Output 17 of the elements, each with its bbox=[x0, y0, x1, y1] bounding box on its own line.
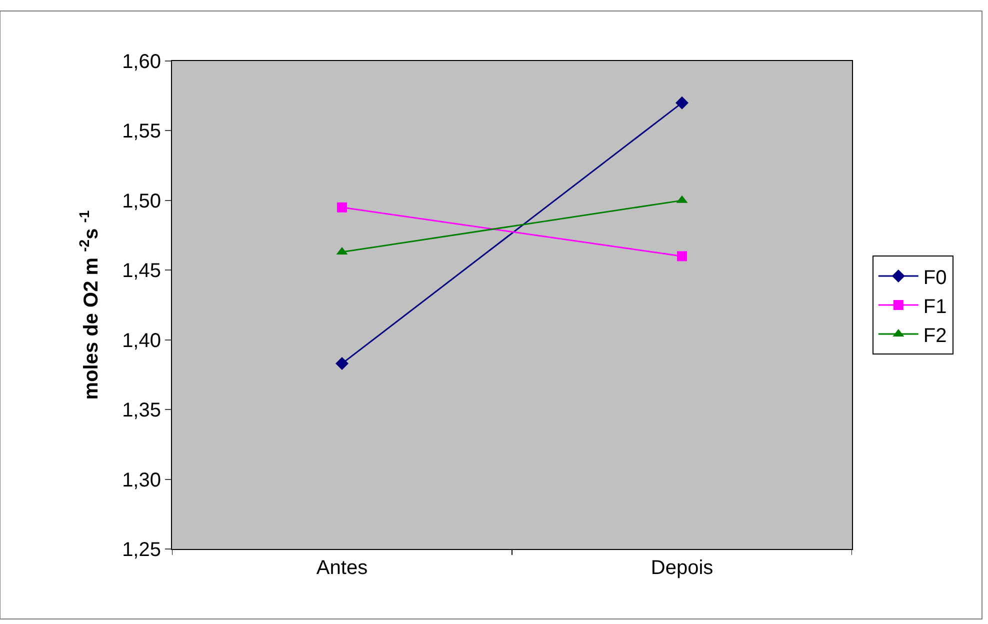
legend-label: F1 bbox=[923, 296, 947, 318]
y-tick-label: 1,40 bbox=[122, 330, 161, 352]
y-tick-label: 1,35 bbox=[122, 400, 161, 422]
y-tick-label: 1,30 bbox=[122, 469, 161, 492]
point bbox=[676, 96, 688, 110]
y-tick-label: 1,60 bbox=[122, 51, 161, 73]
x-tick-label: Depois bbox=[650, 557, 714, 579]
point bbox=[336, 357, 348, 370]
y-tick-label: 1,45 bbox=[122, 260, 161, 282]
y-tick-label: 1,55 bbox=[122, 120, 161, 143]
legend-label: F0 bbox=[923, 266, 947, 289]
x-tick-label: Antes bbox=[316, 557, 368, 579]
point bbox=[677, 251, 687, 262]
point bbox=[337, 202, 347, 212]
y-tick-label: 1,25 bbox=[122, 539, 161, 561]
y-tick-label: 1,50 bbox=[122, 190, 161, 212]
legend-label: F2 bbox=[923, 324, 947, 347]
